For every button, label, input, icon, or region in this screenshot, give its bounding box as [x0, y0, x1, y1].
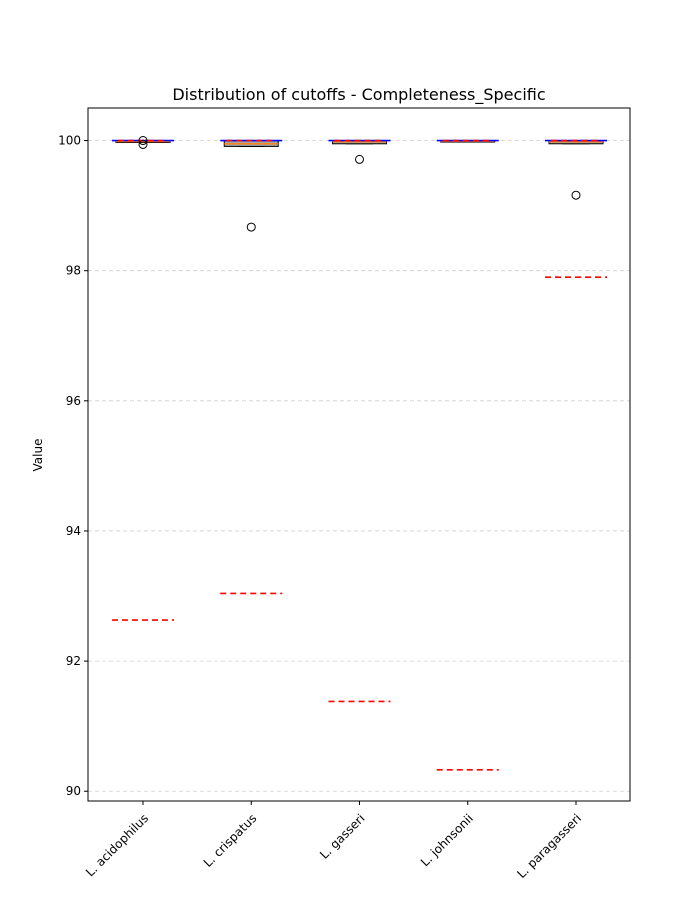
outlier-point: [138, 136, 148, 146]
grid-lines: [88, 140, 630, 792]
y-tick-label: 90: [66, 784, 81, 798]
box-marks: [112, 136, 607, 771]
outlier-point: [246, 222, 256, 232]
y-tick-label: 96: [66, 394, 81, 408]
plot-area-frame: [87, 107, 631, 802]
x-axis: L. acidophilus L. crispatus L. gasseri L. j…: [83, 801, 584, 881]
chart-title: Distribution of cutoffs - Completeness_S…: [172, 85, 545, 105]
x-tick-label: L. crispatus: [201, 811, 260, 870]
x-tick-label: L. gasseri: [317, 811, 368, 862]
y-tick-label: 92: [66, 654, 81, 668]
box-group: [436, 139, 499, 771]
box-group: [220, 139, 283, 595]
box-group: [112, 136, 174, 621]
box-group: [328, 139, 391, 703]
outlier-point: [355, 154, 364, 164]
x-tick-label: L. johnsonii: [418, 811, 476, 869]
x-tick-label: L. paragasseri: [514, 811, 584, 881]
x-tick-label: L. acidophilus: [83, 811, 151, 879]
outlier-point: [571, 190, 581, 200]
box-group: [545, 139, 607, 278]
y-axis-label: Value: [31, 439, 45, 472]
y-tick-label: 100: [58, 134, 81, 148]
y-tick-label: 94: [66, 524, 81, 538]
y-axis: 90 92 94 96 98 100: [58, 134, 88, 798]
outlier-point: [138, 139, 148, 149]
y-tick-label: 98: [66, 264, 81, 278]
